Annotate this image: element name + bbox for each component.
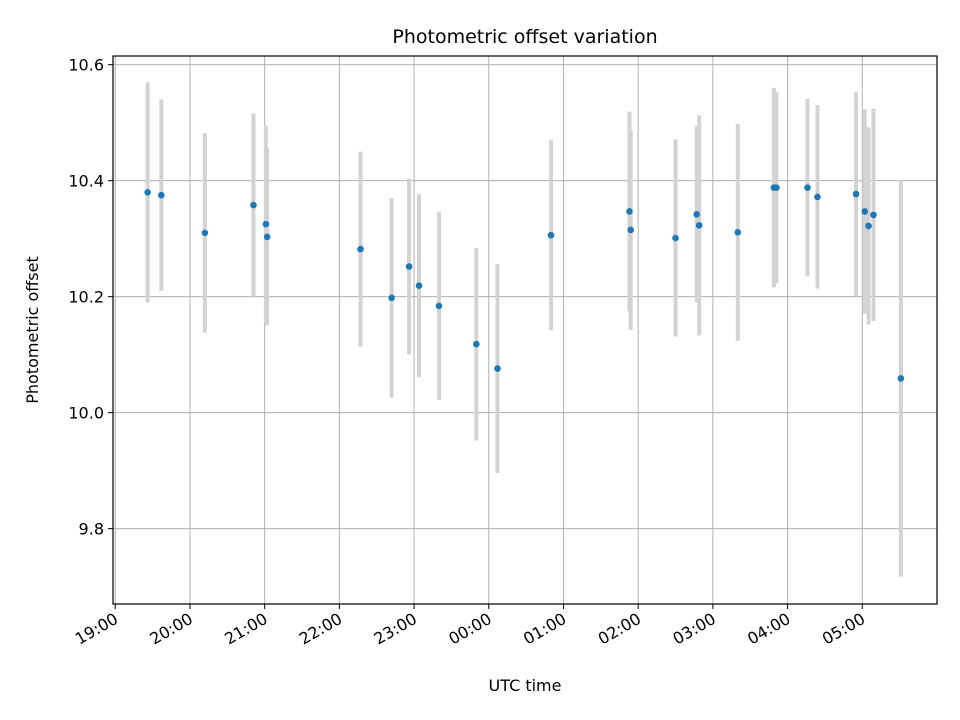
data-point [814,193,821,201]
data-point [494,365,501,372]
data-point [357,245,364,253]
data-point [201,229,209,237]
y-axis-ticks: 9.8 10.0 10.2 10.4 10.6 [68,56,113,539]
data-point [870,211,877,219]
data-point [804,184,811,191]
data-point [250,201,257,209]
y-tick-label: 9.8 [79,520,104,539]
data-points [144,184,905,382]
data-point [388,294,395,302]
data-point [263,233,271,241]
data-point [734,228,742,236]
data-point [415,282,423,289]
y-tick-label: 10.4 [68,172,104,191]
data-point [672,234,679,242]
chart-title: Photometric offset variation [392,26,657,48]
data-point [897,375,905,382]
y-tick-label: 10.6 [68,56,104,75]
y-axis-title: Photometric offset [23,256,42,404]
data-point [773,184,780,191]
data-point [865,222,872,230]
data-point [473,340,480,348]
data-point [144,188,151,196]
data-point [547,231,555,239]
data-point [158,191,165,199]
y-tick-label: 10.2 [68,288,104,307]
data-point [262,220,270,228]
data-point [693,211,700,218]
data-point [626,208,633,215]
data-point [861,208,869,215]
data-point [435,302,443,310]
data-point [627,226,635,234]
data-point [405,263,413,270]
x-axis-title: UTC time [489,676,562,695]
plot-frame [112,55,938,605]
data-point [852,190,860,198]
data-point [695,222,703,229]
y-tick-label: 10.0 [68,404,104,423]
